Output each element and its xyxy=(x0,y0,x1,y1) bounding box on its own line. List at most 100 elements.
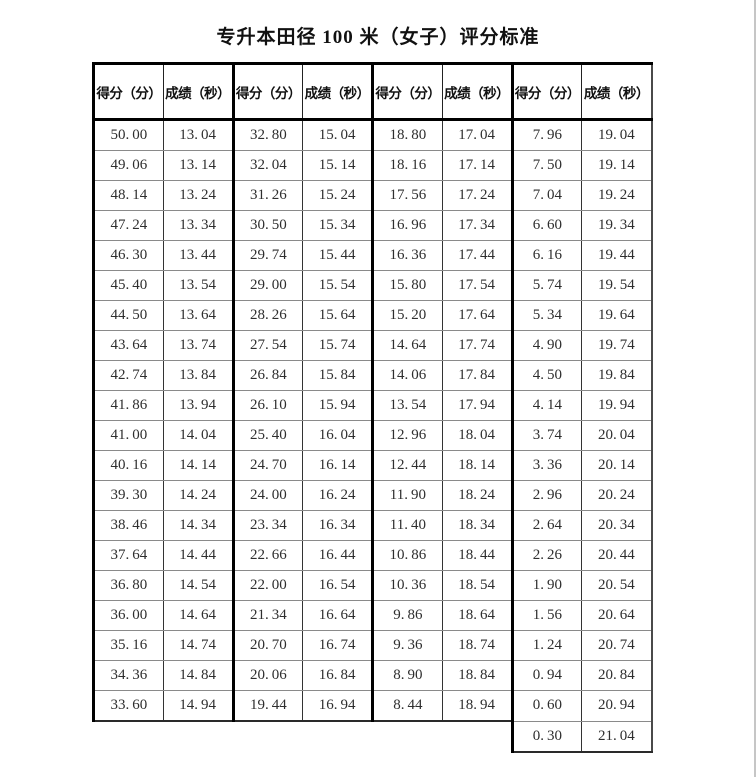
result-cell: 18. 94 xyxy=(441,690,513,722)
result-cell: 19. 74 xyxy=(581,330,653,361)
score-cell: 0. 30 xyxy=(510,720,583,753)
result-cell: 20. 04 xyxy=(581,420,653,451)
result-cell: 14. 24 xyxy=(162,480,234,511)
result-cell: 14. 64 xyxy=(162,600,234,631)
score-cell: 36. 00 xyxy=(92,600,164,631)
table-row: 46. 30 13. 44 29. 74 15. 44 16. 36 17. 44 6. 1… xyxy=(92,240,653,271)
score-cell: 2. 64 xyxy=(510,510,583,541)
table-row: 44. 50 13. 64 28. 26 15. 64 15. 20 17. 64 5. 3… xyxy=(92,300,653,331)
result-cell: 15. 44 xyxy=(302,240,373,271)
page-title: 专升本田径 100 米（女子）评分标准 xyxy=(216,27,540,48)
score-cell: 18. 16 xyxy=(371,150,443,181)
result-cell: 13. 54 xyxy=(162,270,234,301)
result-cell: 17. 34 xyxy=(441,210,513,241)
result-cell: 14. 04 xyxy=(162,420,234,451)
score-cell: 35. 16 xyxy=(92,630,164,661)
score-cell: 10. 86 xyxy=(371,540,443,571)
score-cell: 24. 70 xyxy=(231,450,304,481)
score-cell: 26. 10 xyxy=(231,390,304,421)
score-cell: 4. 14 xyxy=(510,390,583,421)
score-cell: 18. 80 xyxy=(371,119,443,151)
score-cell: 46. 30 xyxy=(92,240,164,271)
result-cell: 13. 94 xyxy=(162,390,234,421)
result-cell: 18. 34 xyxy=(441,510,513,541)
result-cell: 20. 84 xyxy=(581,660,653,691)
table-row: 38. 46 14. 34 23. 34 16. 34 11. 40 18. 34 2. 6… xyxy=(92,510,653,541)
result-cell: 19. 24 xyxy=(581,180,653,211)
score-cell: 20. 70 xyxy=(231,630,304,661)
result-header-cell: 成绩（秒） xyxy=(162,62,234,121)
score-cell: 27. 54 xyxy=(231,330,304,361)
table-row: 41. 00 14. 04 25. 40 16. 04 12. 96 18. 04 3. 7… xyxy=(92,420,653,451)
ghost-cell xyxy=(442,721,512,752)
result-cell: 13. 74 xyxy=(162,330,234,361)
ghost-cell xyxy=(373,721,443,752)
score-table-header: 得分（分） 成绩（秒） 得分（分） 成绩（秒） 得分（分） 成绩（秒） 得分（分） 成绩（秒） xyxy=(92,62,653,121)
result-cell: 19. 94 xyxy=(581,390,653,421)
result-cell: 18. 24 xyxy=(441,480,513,511)
ghost-cell xyxy=(303,721,373,752)
score-cell: 2. 96 xyxy=(510,480,583,511)
page-edge-divider xyxy=(754,0,756,777)
result-cell: 19. 54 xyxy=(581,270,653,301)
score-cell: 32. 80 xyxy=(231,119,304,151)
result-header-cell: 成绩（秒） xyxy=(581,62,653,121)
score-cell: 41. 00 xyxy=(92,420,164,451)
score-cell: 34. 36 xyxy=(92,660,164,691)
result-cell: 16. 24 xyxy=(302,480,373,511)
table-row: 34. 36 14. 84 20. 06 16. 84 8. 90 18. 84 0. 94… xyxy=(92,660,653,691)
score-cell: 4. 90 xyxy=(510,330,583,361)
result-cell: 17. 74 xyxy=(441,330,513,361)
score-cell: 7. 96 xyxy=(510,119,583,151)
result-cell: 17. 54 xyxy=(441,270,513,301)
result-cell: 20. 24 xyxy=(581,480,653,511)
score-cell: 2. 26 xyxy=(510,540,583,571)
result-cell: 13. 64 xyxy=(162,300,234,331)
score-cell: 12. 44 xyxy=(371,450,443,481)
result-cell: 13. 14 xyxy=(162,150,234,181)
result-cell: 15. 34 xyxy=(302,210,373,241)
table-row: 40. 16 14. 14 24. 70 16. 14 12. 44 18. 14 3. 3… xyxy=(92,450,653,481)
score-header-cell: 得分（分） xyxy=(371,62,443,121)
score-cell: 36. 80 xyxy=(92,570,164,601)
score-cell: 40. 16 xyxy=(92,450,164,481)
score-cell: 1. 90 xyxy=(510,570,583,601)
score-cell: 16. 36 xyxy=(371,240,443,271)
score-cell: 5. 74 xyxy=(510,270,583,301)
score-cell: 44. 50 xyxy=(92,300,164,331)
score-cell: 6. 16 xyxy=(510,240,583,271)
result-cell: 16. 74 xyxy=(302,630,373,661)
score-table-body: 50. 00 13. 04 32. 80 15. 04 18. 80 17. 04 7. 9… xyxy=(92,119,653,753)
result-cell: 14. 74 xyxy=(162,630,234,661)
result-cell: 19. 64 xyxy=(581,300,653,331)
score-cell: 42. 74 xyxy=(92,360,164,391)
score-table-container: 得分（分） 成绩（秒） 得分（分） 成绩（秒） 得分（分） 成绩（秒） 得分（分） 成绩（秒）… xyxy=(92,62,653,753)
result-cell: 18. 44 xyxy=(441,540,513,571)
result-cell: 16. 44 xyxy=(302,540,373,571)
score-header-cell: 得分（分） xyxy=(231,62,304,121)
result-cell: 15. 04 xyxy=(302,119,373,151)
result-cell: 20. 94 xyxy=(581,690,653,722)
result-cell: 18. 64 xyxy=(441,600,513,631)
result-cell: 16. 34 xyxy=(302,510,373,541)
score-cell: 15. 80 xyxy=(371,270,443,301)
result-cell: 21. 04 xyxy=(581,720,653,753)
result-cell: 13. 04 xyxy=(162,119,234,151)
score-cell: 31. 26 xyxy=(231,180,304,211)
score-cell: 28. 26 xyxy=(231,300,304,331)
score-cell: 47. 24 xyxy=(92,210,164,241)
score-cell: 15. 20 xyxy=(371,300,443,331)
result-cell: 14. 34 xyxy=(162,510,234,541)
result-cell: 17. 24 xyxy=(441,180,513,211)
result-cell: 17. 84 xyxy=(441,360,513,391)
score-cell: 26. 84 xyxy=(231,360,304,391)
score-cell: 37. 64 xyxy=(92,540,164,571)
score-cell: 24. 00 xyxy=(231,480,304,511)
result-cell: 14. 54 xyxy=(162,570,234,601)
result-cell: 20. 64 xyxy=(581,600,653,631)
score-cell: 43. 64 xyxy=(92,330,164,361)
result-cell: 15. 84 xyxy=(302,360,373,391)
score-cell: 1. 56 xyxy=(510,600,583,631)
result-cell: 13. 34 xyxy=(162,210,234,241)
table-row: 45. 40 13. 54 29. 00 15. 54 15. 80 17. 54 5. 7… xyxy=(92,270,653,301)
